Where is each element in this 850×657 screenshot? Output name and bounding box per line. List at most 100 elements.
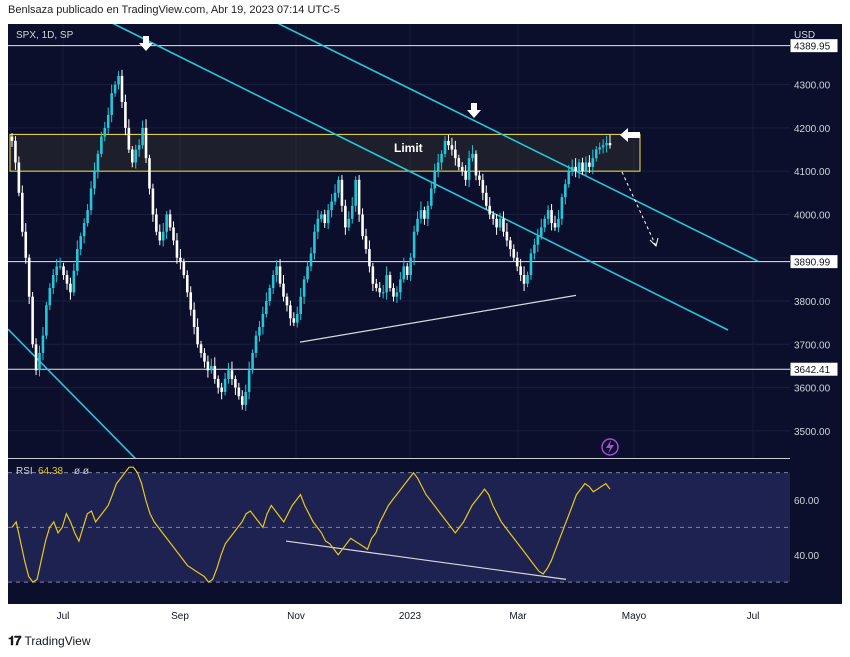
candle-body xyxy=(478,175,481,180)
candle-body xyxy=(93,171,96,189)
candle-body xyxy=(216,378,220,388)
candle-body xyxy=(148,158,151,189)
candle-body xyxy=(251,352,254,371)
candle-body xyxy=(591,158,595,167)
candle-body xyxy=(344,205,347,228)
candle-body xyxy=(96,153,100,172)
candle-body xyxy=(10,136,14,141)
rsi-levels xyxy=(8,472,790,583)
candle-body xyxy=(337,179,340,193)
candle-body xyxy=(275,266,278,276)
candle-body xyxy=(457,158,461,167)
currency-label: USD xyxy=(794,30,815,41)
price-level-label: 4389.95 xyxy=(794,42,831,53)
price-level-badge xyxy=(789,38,839,54)
candle-body xyxy=(261,314,265,327)
candle-body xyxy=(62,266,65,276)
rsi-axis[interactable]: 40.00 60.00 xyxy=(790,459,842,604)
candle-body xyxy=(172,227,175,241)
candle-body xyxy=(426,205,430,219)
candle-body xyxy=(189,292,193,310)
candle-body xyxy=(505,231,509,241)
candle-body xyxy=(320,214,323,219)
candle-body xyxy=(402,266,406,280)
candle-body xyxy=(488,205,492,215)
candle-body xyxy=(27,257,31,297)
candle-body xyxy=(512,249,516,258)
candle-body xyxy=(158,231,162,241)
candle-body xyxy=(399,279,402,293)
candle-body xyxy=(546,210,550,219)
zone-label: Limit xyxy=(394,141,423,155)
rsi-name: RSI xyxy=(16,466,33,477)
candle-body xyxy=(55,266,58,276)
lightning-icon[interactable] xyxy=(601,438,619,456)
candle-body xyxy=(564,184,567,198)
candle-body xyxy=(498,218,502,228)
candle-body xyxy=(409,257,412,276)
candle-body xyxy=(392,288,395,297)
candle-body xyxy=(447,140,450,146)
price-level-badge xyxy=(789,254,839,270)
candle-body xyxy=(405,266,409,276)
candle-body xyxy=(292,318,296,323)
candle-body xyxy=(333,192,337,202)
price-levels xyxy=(8,45,790,370)
candle-body xyxy=(117,75,120,85)
candle-body xyxy=(130,149,134,163)
candle-body xyxy=(454,149,457,159)
down-arrow-icon xyxy=(467,103,481,118)
candle-body xyxy=(268,288,272,302)
candle-body xyxy=(134,149,138,163)
candle-body xyxy=(103,127,107,137)
candle-body xyxy=(185,275,189,293)
rsi-value: 64.38 xyxy=(38,466,63,477)
candle-body xyxy=(31,296,34,345)
candle-body xyxy=(75,249,79,271)
candle-body xyxy=(210,365,213,371)
candle-body xyxy=(244,391,248,405)
tradingview-footer[interactable]: 𝟏𝟕 TradingView xyxy=(8,632,91,650)
candle-body xyxy=(316,218,320,232)
price-pane[interactable]: SPX, 1D, SP Limit xyxy=(8,24,790,459)
candle-body xyxy=(560,197,564,219)
price-tick-label: 3800.00 xyxy=(794,297,831,308)
candle-body xyxy=(502,218,505,232)
price-tick-label: 4100.00 xyxy=(794,167,831,178)
candle-body xyxy=(45,305,48,336)
time-tick-label: Jul xyxy=(57,611,70,622)
candle-body xyxy=(374,283,378,289)
candle-body xyxy=(553,223,557,228)
candle-body xyxy=(247,370,251,392)
candle-body xyxy=(395,292,399,297)
pane-divider[interactable] xyxy=(8,458,790,459)
candle-body xyxy=(306,266,309,280)
price-tick-label: 3600.00 xyxy=(794,384,831,395)
candle-body xyxy=(350,205,354,219)
price-axis[interactable]: USD 3500.003600.003700.003800.003900.004… xyxy=(789,24,842,459)
time-tick-label: Sep xyxy=(171,611,189,622)
time-axis[interactable]: Jul Sep Nov 2023 Mar Mayo Jul xyxy=(8,604,842,628)
candlestick-series xyxy=(10,69,612,411)
candle-body xyxy=(227,370,230,379)
publication-header: Benlsaza publicado en TradingView.com, A… xyxy=(8,4,340,16)
candle-body xyxy=(192,309,196,327)
candle-body xyxy=(155,214,158,232)
candle-body xyxy=(38,352,41,371)
candle-body xyxy=(443,140,447,154)
candle-body xyxy=(313,231,316,254)
rsi-pane[interactable]: RSI 64.38 ø ø xyxy=(8,459,790,604)
candle-body xyxy=(423,210,426,219)
candle-body xyxy=(326,210,330,224)
candle-body xyxy=(127,127,131,150)
candle-body xyxy=(567,171,571,185)
candle-body xyxy=(106,114,110,128)
candle-body xyxy=(199,344,203,353)
candle-body xyxy=(271,275,275,289)
candle-body xyxy=(137,145,141,150)
candle-body xyxy=(110,93,113,115)
chart-frame[interactable]: SPX, 1D, SP Limit RSI 64.38 ø ø xyxy=(8,24,790,604)
candle-body xyxy=(536,236,540,245)
candle-body xyxy=(519,266,522,276)
price-annotations xyxy=(139,36,659,343)
